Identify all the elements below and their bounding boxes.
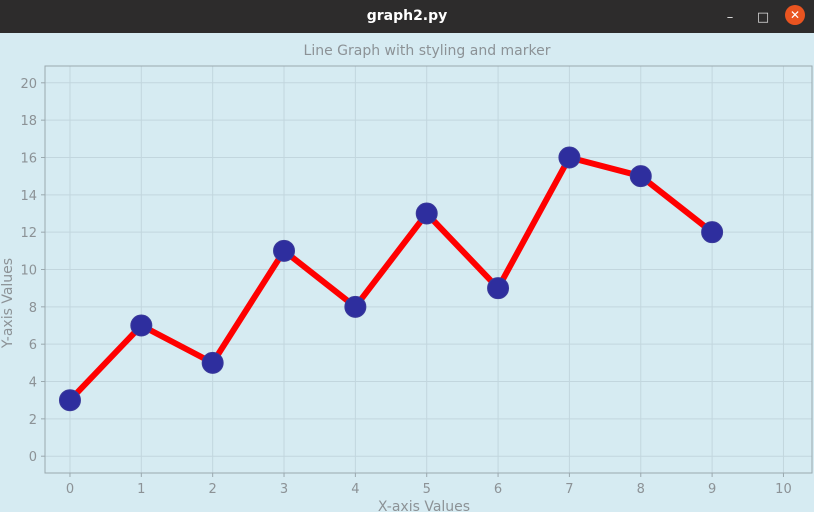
data-point — [130, 314, 153, 337]
y-tick-label: 12 — [20, 226, 37, 241]
x-tick-label: 2 — [209, 482, 217, 497]
y-tick-label: 0 — [29, 450, 37, 465]
data-point — [629, 165, 652, 188]
series-group — [58, 146, 724, 412]
close-icon: ✕ — [789, 8, 801, 22]
data-point — [487, 277, 510, 300]
data-point — [58, 389, 81, 412]
chart-title: Line Graph with styling and marker — [304, 43, 551, 59]
data-point — [558, 146, 581, 169]
y-tick-label: 10 — [20, 264, 37, 279]
data-point — [344, 295, 367, 318]
x-tick-label: 6 — [494, 482, 502, 497]
y-tick-label: 14 — [20, 189, 37, 204]
data-point — [701, 221, 724, 244]
y-tick-label: 4 — [29, 376, 37, 391]
data-point — [273, 239, 296, 262]
chart-area: 0 1 2 3 4 5 6 7 8 9 10 0 2 4 6 8 10 12 14 16 18 20 Line Graph… — [0, 33, 814, 512]
title-bar: graph2.py – □ ✕ — [0, 0, 814, 33]
grid-lines — [45, 66, 812, 473]
x-tick-label: 8 — [637, 482, 645, 497]
x-tick-label: 3 — [280, 482, 288, 497]
data-point — [201, 351, 224, 374]
minimize-icon: – — [726, 9, 734, 25]
close-button[interactable]: ✕ — [785, 5, 805, 25]
x-tick-label: 4 — [351, 482, 359, 497]
x-tick-label: 1 — [137, 482, 145, 497]
data-point — [415, 202, 438, 225]
y-tick-label: 16 — [20, 151, 37, 166]
minimize-button[interactable]: – — [719, 6, 741, 28]
x-tick-label: 5 — [423, 482, 431, 497]
x-tick-label: 10 — [775, 482, 792, 497]
y-axis-label: Y-axis Values — [0, 258, 16, 349]
maximize-button[interactable]: □ — [752, 6, 774, 28]
x-tick-label: 9 — [708, 482, 716, 497]
series-line — [66, 154, 716, 404]
y-tick-label: 2 — [29, 413, 37, 428]
x-axis-label: X-axis Values — [378, 499, 470, 512]
x-tick-label: 0 — [66, 482, 74, 497]
maximize-icon: □ — [756, 9, 770, 25]
window-title: graph2.py — [366, 8, 448, 24]
y-tick-label: 18 — [20, 114, 37, 129]
x-tick-label: 7 — [565, 482, 573, 497]
y-tick-label: 20 — [20, 77, 37, 92]
y-tick-label: 8 — [29, 301, 37, 316]
y-tick-label: 6 — [29, 338, 37, 353]
